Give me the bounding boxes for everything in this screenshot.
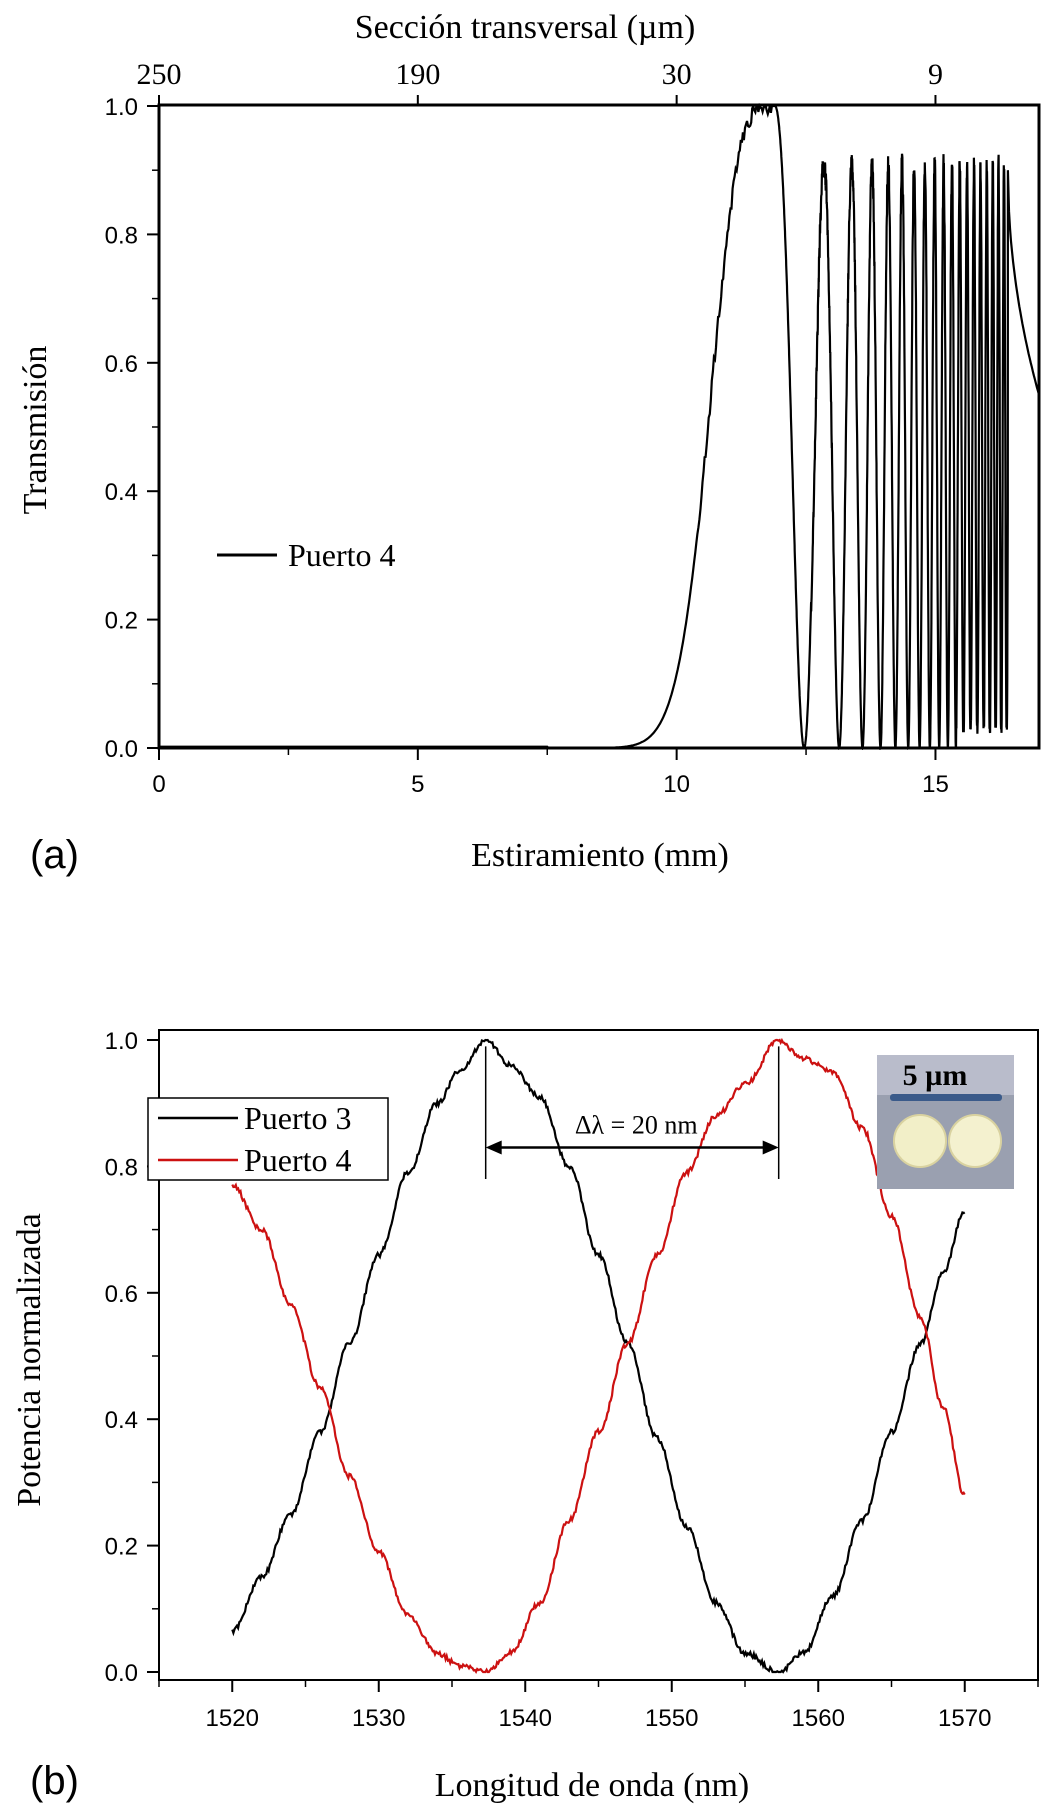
annotation-label: Δλ = 20 nm xyxy=(575,1110,698,1139)
legend-label-puerto-4: Puerto 4 xyxy=(244,1142,352,1178)
delta-lambda-annotation: Δλ = 20 nm xyxy=(486,1046,779,1179)
panel-b-legend: Puerto 3 Puerto 4 xyxy=(148,1098,388,1180)
panel-a-y-tick-label: 0.0 xyxy=(105,736,138,763)
inset-scale-label: 5 µm xyxy=(903,1059,968,1092)
panel-a-top-tick-label: 9 xyxy=(928,58,943,91)
panel-a-x-tick-label: 15 xyxy=(922,771,949,798)
panel-a-top-tick-label: 250 xyxy=(137,58,182,91)
panel-a-y-tick-label: 0.8 xyxy=(105,222,138,249)
panel-a-x-tick-label: 5 xyxy=(411,771,424,798)
panel-b-x-tick-label: 1540 xyxy=(499,1705,552,1732)
panel-b-y-tick-label: 0.2 xyxy=(105,1534,138,1561)
panel-a-y-tick-label: 0.4 xyxy=(105,479,138,506)
panel-a-ticks xyxy=(147,95,935,760)
series-line-puerto-4 xyxy=(159,106,1039,748)
panel-b-y-tick-label: 0.8 xyxy=(105,1154,138,1181)
panel-b-y-tick-label: 0.0 xyxy=(105,1660,138,1687)
panel-a-y-tick-label: 1.0 xyxy=(105,94,138,121)
panel-b-y-tick-label: 0.4 xyxy=(105,1407,138,1434)
panel-a-x-tick-label: 10 xyxy=(663,771,690,798)
panel-a-label: (a) xyxy=(30,833,79,877)
panel-a: Sección transversal (µm) 0 5 10 15 250 190 30 9… xyxy=(17,9,1039,877)
inset-fiber-core-right xyxy=(949,1115,1001,1167)
top-axis-title: Sección transversal (µm) xyxy=(355,9,696,46)
figure: Sección transversal (µm) 0 5 10 15 250 190 30 9… xyxy=(0,0,1051,1820)
panel-a-curves xyxy=(159,106,1039,748)
panel-b-x-tick-label: 1550 xyxy=(645,1705,698,1732)
panel-a-x-tick-label: 0 xyxy=(152,771,165,798)
panel-a-y-axis-title: Transmisión xyxy=(17,346,54,515)
panel-b-x-tick-label: 1560 xyxy=(792,1705,845,1732)
panel-a-top-tick-label: 190 xyxy=(395,58,440,91)
panel-a-legend: Puerto 4 xyxy=(217,537,396,573)
inset-scale-bar xyxy=(890,1094,1002,1101)
panel-b-y-tick-label: 0.6 xyxy=(105,1281,138,1308)
panel-b: 1520 1530 1540 1550 1560 1570 0.0 0.2 0.4 0.6 0.8 1… xyxy=(11,1028,1038,1804)
panel-a-y-tick-label: 0.2 xyxy=(105,608,138,635)
panel-b-y-tick-label: 1.0 xyxy=(105,1028,138,1055)
panel-a-top-tick-label: 30 xyxy=(662,58,692,91)
panel-b-label: (b) xyxy=(30,1759,79,1803)
panel-b-x-tick-label: 1530 xyxy=(352,1705,405,1732)
panel-b-y-axis-title: Potencia normalizada xyxy=(11,1213,48,1507)
legend-label-puerto-4: Puerto 4 xyxy=(288,537,396,573)
annotation-arrow-head-right xyxy=(763,1140,779,1154)
panel-a-x-axis-title: Estiramiento (mm) xyxy=(471,837,729,874)
panel-b-x-tick-label: 1520 xyxy=(206,1705,259,1732)
panel-b-x-tick-label: 1570 xyxy=(938,1705,991,1732)
panel-a-y-tick-label: 0.6 xyxy=(105,351,138,378)
legend-label-puerto-3: Puerto 3 xyxy=(244,1100,352,1136)
panel-b-x-axis-title: Longitud de onda (nm) xyxy=(435,1767,749,1804)
inset-micrograph: 5 µm xyxy=(877,1055,1014,1189)
inset-fiber-core-left xyxy=(894,1115,946,1167)
annotation-arrow-head-left xyxy=(486,1140,502,1154)
